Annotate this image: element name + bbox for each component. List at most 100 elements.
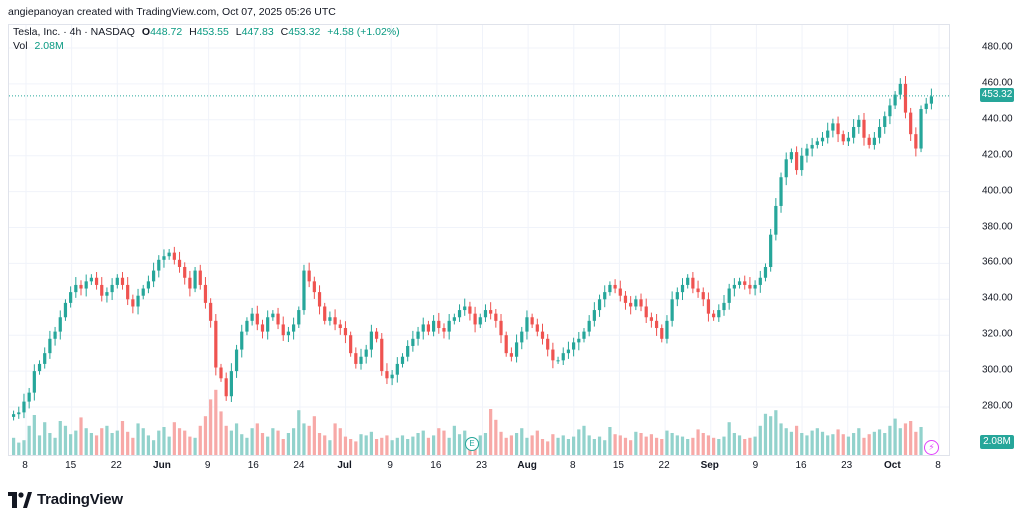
- candle-body: [634, 299, 638, 307]
- candle-body: [670, 299, 674, 321]
- volume-bar: [110, 433, 114, 455]
- volume-bar: [660, 439, 664, 455]
- candle-body: [395, 363, 399, 375]
- time-axis-label: Sep: [700, 460, 719, 471]
- volume-bar: [779, 423, 783, 455]
- candle-body: [411, 338, 415, 346]
- candle-body: [675, 292, 679, 300]
- volume-bar: [841, 434, 845, 455]
- volume-bar: [183, 430, 187, 455]
- time-axis-label: 16: [795, 460, 807, 471]
- volume-bar: [877, 429, 882, 455]
- candle-body: [69, 292, 73, 303]
- candle-body: [110, 284, 114, 293]
- volume-bar: [131, 437, 135, 455]
- earnings-icon[interactable]: E: [465, 437, 479, 451]
- volume-bar: [74, 430, 78, 455]
- candle-body: [774, 205, 778, 235]
- volume-bar: [250, 428, 254, 455]
- candle-body: [11, 414, 16, 417]
- candle-body: [717, 310, 721, 318]
- volume-bar: [380, 437, 384, 455]
- candle-body: [826, 130, 830, 138]
- candle-body: [893, 94, 897, 106]
- volume-bar: [162, 427, 166, 455]
- candle-body: [514, 342, 519, 357]
- tradingview-logo[interactable]: TradingView: [8, 491, 123, 508]
- candlestick-chart[interactable]: [9, 25, 950, 456]
- volume-bar: [504, 437, 508, 455]
- candle-body: [644, 306, 648, 318]
- candle-body: [883, 116, 887, 127]
- candle-body: [722, 302, 726, 311]
- volume-bar: [592, 439, 596, 455]
- volume-bar: [883, 433, 887, 455]
- candle-body: [929, 96, 934, 104]
- candle-body: [291, 324, 296, 332]
- ohlc-close: C453.32: [280, 26, 321, 38]
- candle-body: [432, 320, 436, 332]
- volume-bar: [100, 428, 104, 455]
- time-axis-label: 8: [935, 460, 941, 471]
- candle-body: [888, 105, 892, 117]
- volume-bar: [452, 425, 456, 455]
- volume-bar: [572, 436, 576, 455]
- candle-body: [919, 109, 923, 149]
- volume-bar: [94, 435, 99, 455]
- chart-pane[interactable]: [8, 24, 950, 456]
- volume-bar: [763, 413, 768, 455]
- candle-body: [214, 320, 218, 368]
- candle-body: [701, 292, 705, 300]
- volume-bar: [69, 434, 73, 455]
- volume-bar: [919, 427, 923, 455]
- time-axis-label: 23: [475, 460, 488, 471]
- candle-body: [27, 392, 31, 402]
- candle-body: [473, 313, 477, 325]
- candle-body: [457, 310, 462, 318]
- volume-bar: [846, 436, 851, 455]
- volume-bar: [105, 425, 109, 455]
- candle-body: [680, 284, 685, 293]
- price-axis-label: 460.00: [982, 77, 1013, 89]
- volume-bar: [255, 423, 259, 455]
- volume-bar: [530, 435, 534, 455]
- candle-body: [400, 356, 405, 364]
- time-axis[interactable]: 8 15 22 Jun 9 16 24 Jul 9 16 23 Aug 8 15 22 Sep 9 16 23 Oct…: [8, 458, 950, 474]
- candle-body: [520, 331, 524, 343]
- candle-body: [302, 270, 306, 311]
- candle-body: [323, 306, 327, 321]
- time-axis-label: 8: [22, 460, 28, 471]
- candle-body: [660, 328, 664, 339]
- candle-body: [877, 126, 882, 138]
- volume-bar: [390, 440, 394, 455]
- candle-body: [608, 284, 612, 293]
- candle-body: [79, 284, 83, 289]
- volume-bar: [722, 436, 726, 455]
- volume-bar: [79, 417, 83, 455]
- candle-body: [183, 266, 187, 278]
- candle-body: [146, 281, 151, 289]
- symbol-name[interactable]: Tesla, Inc. · 4h · NASDAQ: [13, 26, 135, 38]
- volume-bar: [234, 423, 239, 455]
- candle-body: [354, 353, 358, 364]
- price-axis-label: 400.00: [982, 185, 1013, 197]
- candle-body: [131, 299, 135, 307]
- volume-bar: [364, 435, 368, 455]
- volume-bar: [561, 435, 565, 455]
- volume-bar: [317, 433, 322, 455]
- ohlc-low: L447.83: [235, 26, 274, 38]
- volume-bar: [826, 435, 830, 455]
- time-axis-label: 9: [204, 460, 211, 471]
- price-axis[interactable]: 480.00 460.00 440.00 420.00 400.00 380.00 360.…: [952, 24, 1016, 456]
- time-axis-label: Jun: [153, 460, 171, 471]
- candle-body: [43, 353, 47, 364]
- price-axis-label: 300.00: [982, 364, 1013, 376]
- volume-label[interactable]: Vol: [13, 40, 28, 52]
- price-axis-label: 420.00: [982, 149, 1013, 161]
- flash-icon[interactable]: ⚡: [924, 440, 939, 455]
- volume-bar: [815, 428, 819, 455]
- volume-bar: [494, 419, 498, 455]
- volume-bar: [888, 425, 892, 455]
- candle-body: [437, 320, 441, 329]
- candle-body: [385, 371, 389, 379]
